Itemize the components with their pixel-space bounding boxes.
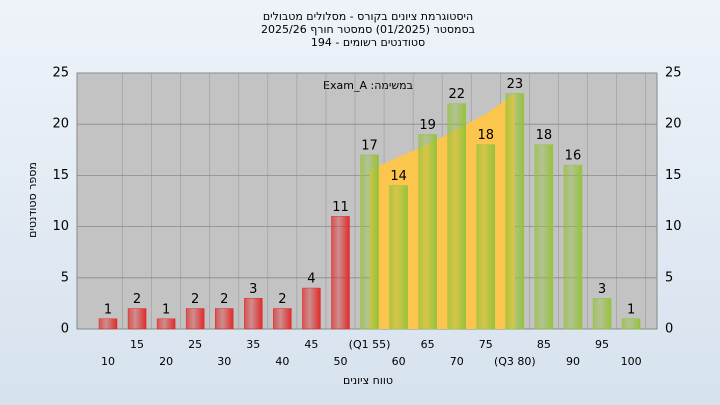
x-tick-label: 90: [566, 355, 580, 368]
bar: [592, 298, 612, 330]
x-tick-label: 85: [537, 338, 551, 351]
y2-tick-label: 15: [665, 168, 682, 183]
chart-subtitle: בסמסטר (01/2025) סמסטר חורף 2025/26: [261, 23, 475, 36]
bar: [98, 318, 118, 330]
bar: [447, 103, 466, 330]
bar: [534, 144, 554, 330]
value-label: 16: [565, 149, 582, 164]
value-label: 18: [536, 128, 553, 143]
x-tick-label: 10: [101, 355, 115, 368]
bar: [621, 318, 641, 330]
bar: [127, 308, 147, 330]
y2-tick-label: 25: [665, 66, 682, 81]
y2-tick-label: 5: [665, 270, 673, 285]
x-tick-label: 30: [217, 355, 231, 368]
value-label: 11: [332, 200, 349, 215]
x-tick-label: 75: [479, 338, 493, 351]
value-label: 2: [220, 292, 228, 307]
x-tick-label: 50: [333, 355, 347, 368]
bar: [302, 287, 321, 330]
x-tick-label: 25: [188, 338, 202, 351]
value-label: 4: [307, 272, 315, 287]
x-tick-label: 40: [275, 355, 289, 368]
bar: [185, 308, 205, 330]
y-tick-label: 20: [52, 117, 69, 132]
chart-subtitle: סטודנטים רשומים - 194: [311, 36, 425, 49]
value-label: 1: [627, 302, 635, 317]
x-tick-label: 100: [621, 355, 642, 368]
y-tick-label: 15: [52, 168, 69, 183]
x-tick-label: (Q1 55): [349, 338, 391, 351]
value-label: 17: [361, 138, 378, 153]
bar: [389, 185, 408, 330]
value-label: 2: [133, 292, 141, 307]
x-tick-label: 65: [421, 338, 435, 351]
bar: [331, 216, 350, 330]
y2-tick-label: 10: [665, 219, 682, 234]
bar: [505, 93, 525, 330]
value-label: 3: [249, 282, 257, 297]
value-label: 18: [478, 128, 495, 143]
value-label: 23: [507, 77, 524, 92]
x-tick-label: 60: [392, 355, 406, 368]
value-label: 3: [598, 282, 606, 297]
value-label: 1: [162, 302, 170, 317]
x-tick-label: 95: [595, 338, 609, 351]
value-label: 22: [448, 87, 465, 102]
value-label: 14: [390, 169, 407, 184]
y-tick-label: 0: [61, 322, 69, 337]
bar: [418, 134, 437, 330]
annotation: Exam_A :במשימה: [323, 79, 413, 92]
bar: [476, 144, 496, 330]
x-tick-label: (Q3 80): [494, 355, 536, 368]
bar: [156, 318, 176, 330]
value-label: 19: [419, 118, 436, 133]
bar: [563, 164, 583, 330]
value-label: 1: [104, 302, 112, 317]
x-tick-label: 15: [130, 338, 144, 351]
y-tick-label: 10: [52, 219, 69, 234]
x-axis-label: טווח ציונים: [343, 374, 393, 387]
x-tick-label: 70: [450, 355, 464, 368]
bar: [273, 308, 292, 330]
x-tick-label: 45: [304, 338, 318, 351]
bar: [244, 298, 263, 330]
value-label: 2: [278, 292, 286, 307]
y-tick-label: 5: [61, 270, 69, 285]
x-tick-label: 20: [159, 355, 173, 368]
y2-tick-label: 20: [665, 117, 682, 132]
chart-title: היסטוגרמת ציונים בקורס - מסלולים מטבולים: [263, 10, 473, 23]
x-tick-label: 35: [246, 338, 260, 351]
y2-tick-label: 0: [665, 322, 673, 337]
bar: [360, 154, 379, 330]
bar: [214, 308, 234, 330]
y-axis-label: מספר סטודנטים: [26, 162, 39, 238]
y-tick-label: 25: [52, 66, 69, 81]
value-label: 2: [191, 292, 199, 307]
